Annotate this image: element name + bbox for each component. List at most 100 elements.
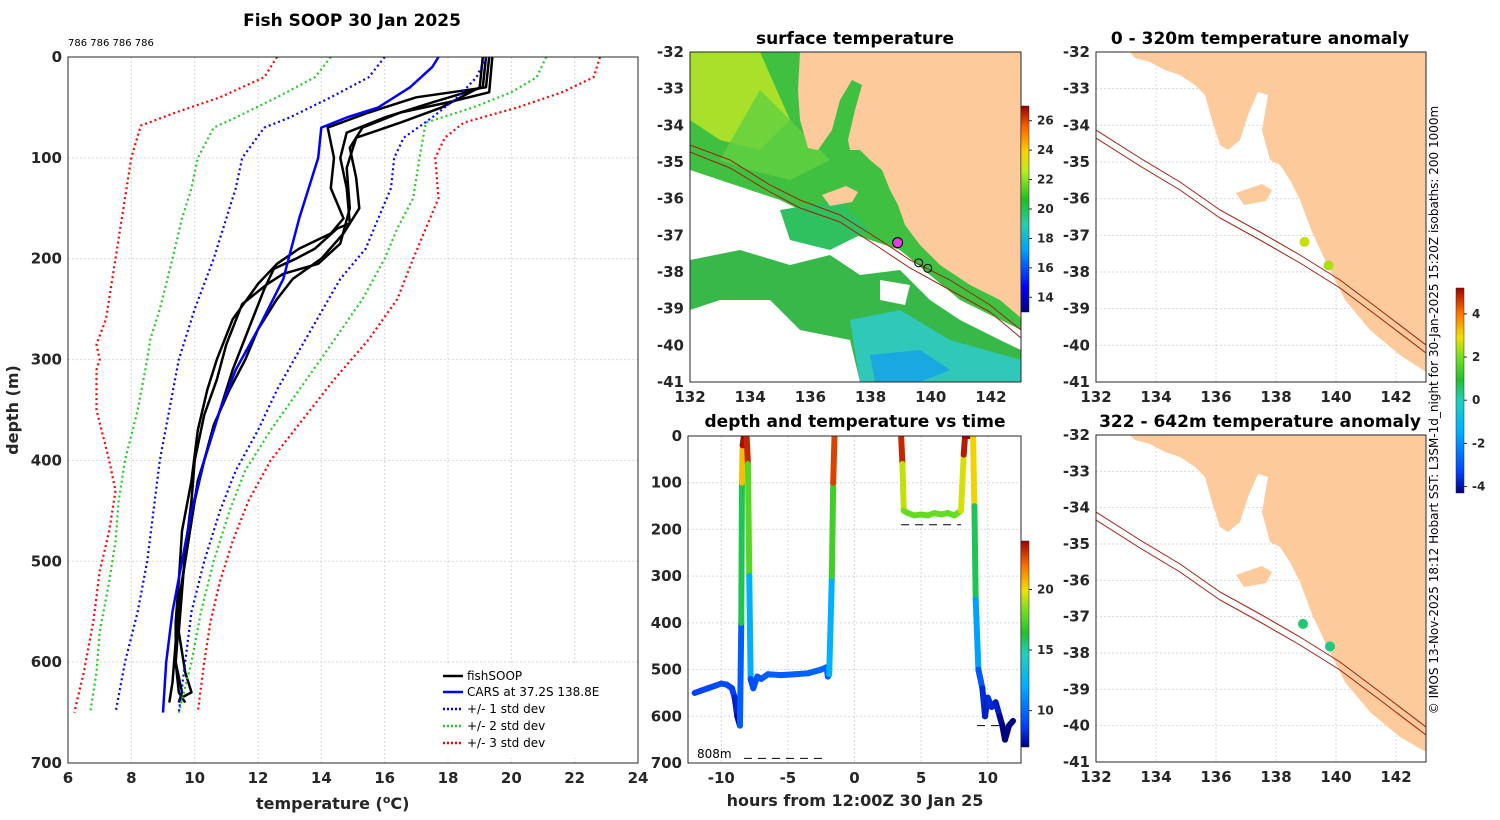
anomaly-upper-xtick-label: 134: [1140, 388, 1171, 406]
series-line-std1: [177, 56, 487, 713]
profile-xtick-label: 18: [438, 769, 459, 787]
anomaly-lower-xtick-label: 142: [1380, 768, 1411, 786]
sst-ytick-label: -35: [657, 153, 684, 171]
credit-text: © IMOS 13-Nov-2025 18:12 Hobart SST: L3S…: [1427, 106, 1441, 714]
anomaly-point: [1323, 260, 1334, 271]
sst-ytick-label: -34: [657, 116, 684, 134]
colorbar-tick-label: -2: [1472, 436, 1485, 450]
legend-label-std3: +/- 3 std dev: [467, 736, 545, 750]
profile-xtick-label: 22: [564, 769, 585, 787]
sst-xtick-label: 140: [915, 388, 946, 406]
depthtime-ytick-label: 200: [651, 520, 682, 538]
depthtime-colorbar: [1020, 540, 1030, 748]
anomaly-lower-xtick-label: 138: [1260, 768, 1291, 786]
profile-ytick-label: 500: [31, 552, 62, 570]
legend-label-cars: CARS at 37.2S 138.8E: [467, 685, 599, 699]
anomaly-lower-panel: 322 - 642m temperature anomaly 132 134 136…: [1063, 412, 1427, 786]
anomaly-lower-ytick-label: -39: [1063, 680, 1090, 698]
anomaly-upper-ytick-label: -39: [1063, 300, 1090, 318]
depthtime-ytick-label: 0: [672, 427, 682, 445]
land-island: [1236, 184, 1272, 205]
depthtime-xlabel: hours from 12:00Z 30 Jan 25: [727, 791, 984, 810]
anomaly-lower-xtick-label: 134: [1140, 768, 1171, 786]
isobath-200: [690, 144, 1021, 331]
profile-ytick-label: 200: [31, 250, 62, 268]
colorbar-tick-label: 22: [1037, 173, 1054, 187]
track-segment: [972, 596, 982, 673]
anomaly-lower-points: [1298, 618, 1335, 652]
series-line-std1: [114, 56, 386, 713]
depthtime-xtick-label: -10: [708, 769, 735, 787]
track-segment: [960, 436, 969, 458]
track-segment: [731, 694, 741, 720]
track-segment: [975, 666, 986, 692]
sst-xtick-label: 138: [855, 388, 886, 406]
anomaly-upper-ytick-label: -38: [1063, 263, 1090, 281]
land: [798, 52, 1021, 318]
depthtime-ytick-label: 300: [651, 567, 682, 585]
anomaly-lower-xtick-label: 132: [1080, 768, 1111, 786]
profile-xlabel: temperature (oC): [256, 793, 409, 813]
land-island: [1236, 566, 1272, 587]
depthtime-xtick-label: -5: [780, 769, 797, 787]
anomaly-upper-xtick-label: 136: [1200, 388, 1231, 406]
sst-ytick-label: -38: [657, 263, 684, 281]
anomaly-upper-map: [1096, 52, 1426, 372]
depthtime-ytick-label: 600: [651, 707, 682, 725]
series-line-fish: [174, 56, 491, 703]
colorbar-tick-label: 14: [1037, 290, 1054, 304]
profile-ylabel: depth (m): [3, 365, 22, 455]
track-segment: [826, 573, 835, 678]
profile-xtick-label: 14: [311, 769, 332, 787]
profile-annotation: 786 786 786 786: [68, 38, 154, 49]
land: [1130, 435, 1426, 752]
sst-ytick-label: -33: [657, 80, 684, 98]
colorbar-tick-label: 16: [1037, 261, 1054, 275]
colorbar-tick-label: 18: [1037, 231, 1054, 245]
profile-lines: [73, 56, 602, 713]
anomaly-upper-xtick-label: 132: [1080, 388, 1111, 406]
sst-ytick-label: -41: [657, 373, 684, 391]
anomaly-upper-ytick-label: -40: [1063, 336, 1090, 354]
profile-ytick-label: 400: [31, 451, 62, 469]
depthtime-xtick-label: 10: [977, 769, 998, 787]
anomaly-lower-ytick-label: -38: [1063, 644, 1090, 662]
colorbar-tick-label: 10: [1037, 704, 1054, 718]
anomaly-upper-xtick-label: 138: [1260, 388, 1291, 406]
sst-title: surface temperature: [756, 29, 954, 49]
sst-xtick-label: 134: [735, 388, 766, 406]
depthtime-ytick-label: 500: [651, 661, 682, 679]
legend-label-std1: +/- 1 std dev: [467, 702, 545, 716]
sst-ytick-label: -37: [657, 226, 684, 244]
profile-panel: Fish SOOP 30 Jan 2025 786 786 786 786 6 8…: [3, 11, 648, 813]
anomaly-upper-xtick-label: 142: [1380, 388, 1411, 406]
profile-xtick-label: 20: [501, 769, 522, 787]
anomaly-lower-xtick-label: 140: [1320, 768, 1351, 786]
profile-xtick-label: 6: [63, 769, 73, 787]
track-segment: [736, 619, 745, 729]
anomaly-lower-frame: [1095, 434, 1427, 763]
depthtime-annotation: 808m: [697, 747, 732, 761]
sst-colorbar-ticks: 14 16 18 20 22 24 26: [1029, 114, 1054, 304]
vessel-positions: [892, 237, 933, 273]
bottom-markers: [743, 524, 1006, 759]
profile-ticks: 6 8 10 12 14 16 18 20 22 24 0 100 200 300 400 500 600 700: [31, 48, 649, 787]
sst-ticks: 132 134 136 138 140 142 -32 -33 -34 -35 -36 -37 -38 -…: [657, 43, 1007, 406]
series-line-std2: [89, 56, 332, 713]
track-segment: [898, 436, 906, 468]
profile-xtick-label: 12: [248, 769, 269, 787]
anomaly-point: [1298, 618, 1308, 629]
track-segment: [738, 479, 745, 626]
anomaly-upper-title: 0 - 320m temperature anomaly: [1111, 29, 1409, 49]
legend-label-std2: +/- 2 std dev: [467, 719, 545, 733]
anomaly-upper-ytick-label: -41: [1063, 373, 1090, 391]
land: [1130, 52, 1426, 372]
anomaly-lower-title: 322 - 642m temperature anomaly: [1099, 412, 1421, 432]
sst-colorbar: [1020, 105, 1030, 313]
depthtime-track: [691, 436, 1017, 743]
depthtime-ytick-label: 400: [651, 614, 682, 632]
profile-ytick-label: 0: [52, 48, 62, 66]
profile-xtick-label: 16: [374, 769, 395, 787]
legend-label-fish: fishSOOP: [467, 669, 522, 683]
